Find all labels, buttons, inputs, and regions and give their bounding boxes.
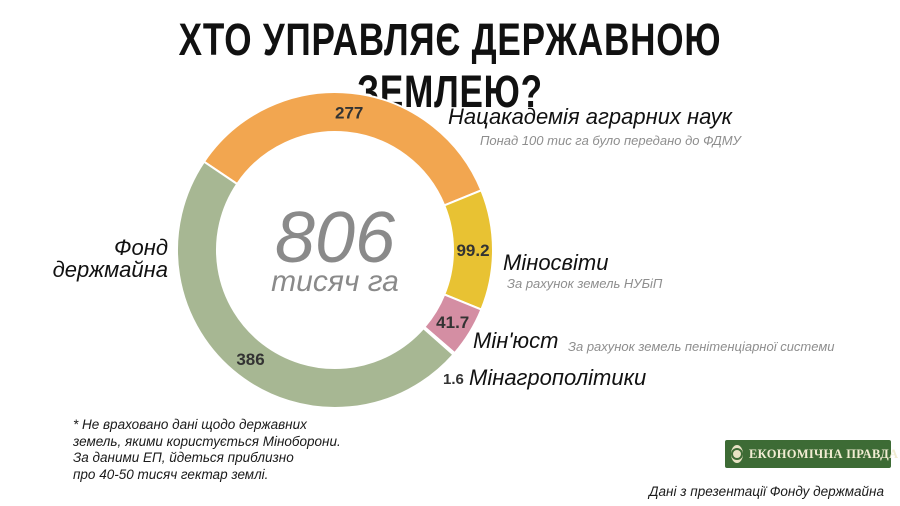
- slice-value-label: 386: [236, 350, 264, 369]
- note-mon: За рахунок земель НУБіП: [507, 276, 663, 291]
- donut-slices: [176, 91, 494, 409]
- label-minjust: Мін'юст: [473, 328, 558, 353]
- label-fond-line2: держмайна: [53, 257, 168, 282]
- footnote-line: * Не враховано дані щодо державних: [73, 417, 307, 432]
- chart-title: ХТО УПРАВЛЯЄ ДЕРЖАВНОЮ ЗЕМЛЕЮ?: [178, 14, 722, 117]
- note-nan: Понад 100 тис га було передано до ФДМУ: [480, 133, 743, 148]
- label-nan: Нацакадемія аграрних наук: [448, 104, 734, 129]
- logo-emblem-icon: [731, 445, 743, 463]
- footnote-line: про 40-50 тисяч гектар землі.: [73, 466, 269, 482]
- label-mon: Міносвіти: [503, 250, 609, 275]
- slice-value-labels: 277 99.2 41.7 386: [236, 104, 489, 369]
- publisher-logo[interactable]: ЕКОНОМІЧНА ПРАВДА: [725, 440, 898, 468]
- slice-value-label: 277: [335, 104, 363, 123]
- footnote-line: земель, якими користується Міноборони.: [73, 433, 341, 449]
- footnote: * Не враховано дані щодо державних земел…: [73, 417, 373, 483]
- value-minagro: 1.6: [443, 371, 464, 388]
- source-note: Дані з презентації Фонду держмайна: [649, 484, 884, 499]
- center-unit: тисяч га: [271, 265, 399, 298]
- center-total: 806: [275, 198, 396, 278]
- slice-value-label: 99.2: [456, 241, 489, 260]
- slice-value-label: 41.7: [436, 313, 469, 332]
- label-fond-line1: Фонд: [114, 235, 168, 260]
- donut-slice: [176, 160, 455, 409]
- footnote-line: За даними ЕП, йдеться приблизно: [73, 450, 294, 465]
- note-minjust: За рахунок земель пенітенціарної системи: [568, 339, 834, 354]
- logo-text: ЕКОНОМІЧНА ПРАВДА: [749, 446, 899, 461]
- label-minagro: Мінагрополітики: [469, 365, 646, 390]
